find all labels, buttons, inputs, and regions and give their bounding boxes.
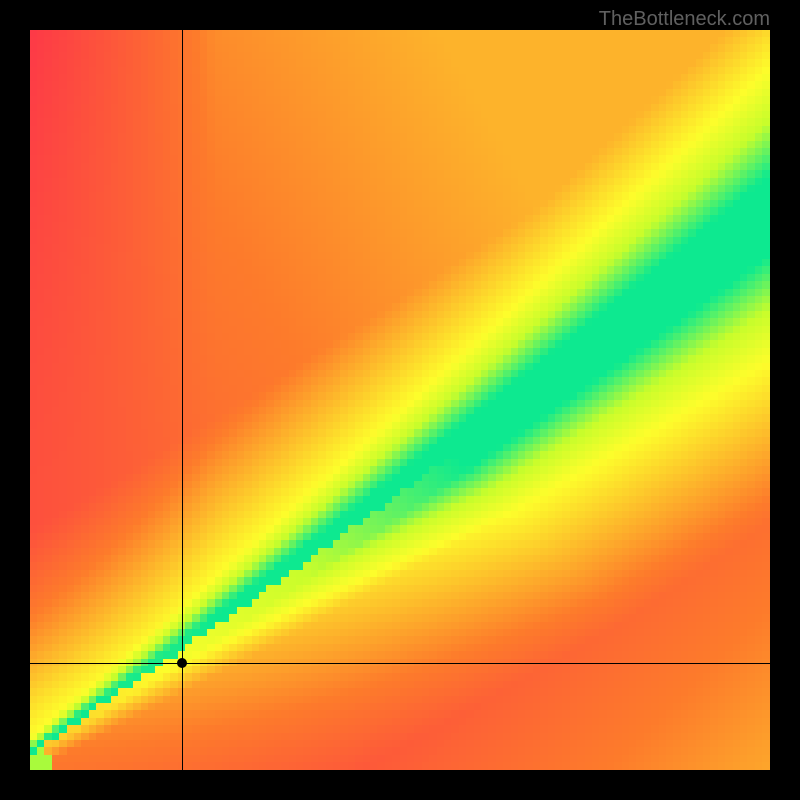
crosshair-horizontal xyxy=(30,663,770,664)
watermark-text: TheBottleneck.com xyxy=(599,8,770,31)
heatmap-canvas xyxy=(30,30,770,770)
data-point-marker xyxy=(177,658,187,668)
heatmap-plot xyxy=(30,30,770,770)
